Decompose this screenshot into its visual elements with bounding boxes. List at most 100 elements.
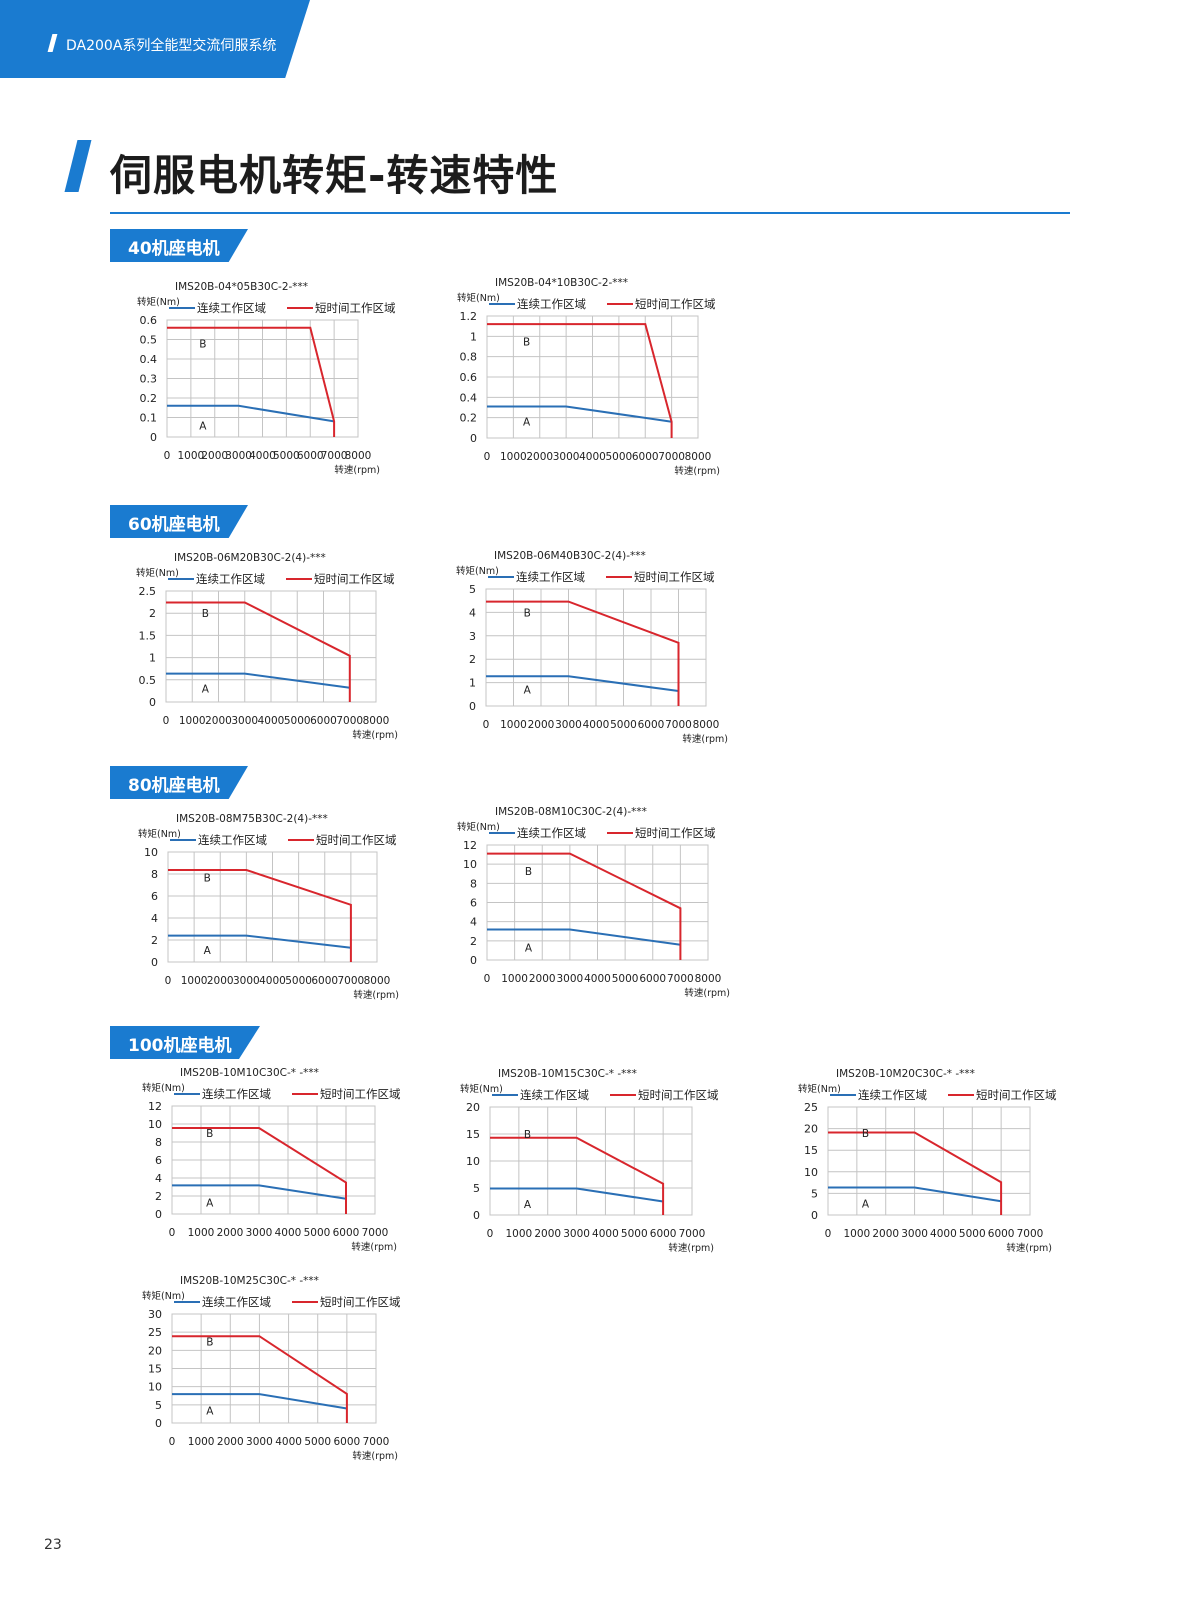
region-label: B (524, 607, 531, 619)
series-line-continuous (172, 1184, 347, 1200)
y-tick-label: 1.2 (460, 310, 478, 323)
x-tick-label: 1000 (188, 1436, 215, 1448)
y-tick-label: 0 (155, 1417, 162, 1430)
y-axis-label: 转矩(Nm) (798, 1083, 841, 1095)
series-line-short-time (168, 869, 352, 962)
y-axis-label: 转矩(Nm) (142, 1290, 185, 1302)
x-tick-label: 0 (163, 715, 170, 727)
x-tick-label: 5000 (610, 719, 637, 731)
x-tick-label: 2000 (872, 1228, 899, 1240)
x-tick-label: 1000 (843, 1228, 870, 1240)
chart-title: IMS20B-08M10C30C-2(4)-*** (495, 806, 647, 818)
x-tick-label: 5000 (285, 975, 312, 987)
series-line-continuous (487, 405, 672, 423)
y-tick-label: 12 (463, 839, 477, 852)
series-line-short-time (487, 323, 673, 438)
x-tick-label: 1000 (501, 973, 528, 985)
chart-title: IMS20B-10M25C30C-* -*** (180, 1275, 319, 1287)
y-axis-label: 转矩(Nm) (457, 292, 500, 304)
y-tick-label: 0.3 (140, 373, 158, 386)
y-tick-label: 15 (466, 1128, 480, 1141)
y-tick-label: 5 (155, 1399, 162, 1412)
x-tick-label: 5000 (612, 973, 639, 985)
x-tick-label: 3000 (246, 1436, 273, 1448)
section-label: 100机座电机 (128, 1036, 232, 1056)
x-tick-label: 5000 (304, 1436, 331, 1448)
series-line-continuous (172, 1393, 348, 1410)
x-tick-label: 5000 (959, 1228, 986, 1240)
y-tick-label: 0 (470, 432, 477, 445)
y-tick-label: 20 (466, 1101, 480, 1114)
x-tick-label: 0 (169, 1227, 176, 1239)
x-tick-label: 7000 (338, 975, 365, 987)
y-tick-label: 4 (151, 912, 158, 925)
series-line-continuous (490, 1187, 664, 1203)
x-tick-label: 5000 (606, 451, 633, 463)
x-tick-label: 1000 (505, 1228, 532, 1240)
x-tick-label: 4000 (592, 1228, 619, 1240)
chart-title: IMS20B-10M10C30C-* -*** (180, 1067, 319, 1079)
chart-title: IMS20B-04*05B30C-2-*** (175, 281, 308, 293)
x-tick-label: 4000 (275, 1436, 302, 1448)
series-line-short-time (172, 1335, 348, 1423)
x-tick-label: 2000 (201, 450, 228, 462)
x-axis-label: 转速(rpm) (352, 729, 398, 741)
region-label: B (204, 872, 211, 884)
legend-label-continuous: 连续工作区域 (197, 301, 266, 315)
section-label: 40机座电机 (128, 239, 220, 259)
region-label: B (199, 338, 206, 350)
y-tick-label: 25 (148, 1326, 162, 1339)
y-tick-label: 0.4 (140, 353, 158, 366)
x-tick-label: 1000 (500, 451, 527, 463)
y-tick-label: 4 (470, 916, 477, 929)
section-label: 60机座电机 (128, 515, 220, 535)
y-tick-label: 2 (149, 607, 156, 620)
x-tick-label: 4000 (930, 1228, 957, 1240)
x-tick-label: 7000 (667, 973, 694, 985)
y-tick-label: 10 (148, 1381, 162, 1394)
legend-label-short-time: 短时间工作区域 (638, 1088, 719, 1102)
series-line-short-time (828, 1131, 1003, 1215)
y-tick-label: 0.6 (460, 371, 478, 384)
x-tick-label: 6000 (297, 450, 324, 462)
legend-label-continuous: 连续工作区域 (202, 1087, 271, 1101)
region-label: B (202, 608, 209, 620)
legend-label-continuous: 连续工作区域 (520, 1088, 589, 1102)
x-tick-label: 4000 (584, 973, 611, 985)
x-axis-label: 转速(rpm) (674, 465, 720, 477)
x-tick-label: 7000 (665, 719, 692, 731)
chart-title: IMS20B-04*10B30C-2-*** (495, 277, 628, 289)
x-tick-label: 0 (169, 1436, 176, 1448)
x-tick-label: 6000 (638, 719, 665, 731)
x-tick-label: 8000 (685, 451, 712, 463)
chart-title: IMS20B-10M15C30C-* -*** (498, 1068, 637, 1080)
x-axis-label: 转速(rpm) (1006, 1242, 1052, 1254)
legend-label-continuous: 连续工作区域 (858, 1088, 927, 1102)
chart-title: IMS20B-06M40B30C-2(4)-*** (494, 550, 646, 562)
y-tick-label: 2 (470, 935, 477, 948)
region-label: A (523, 417, 531, 429)
legend-label-continuous: 连续工作区域 (516, 570, 585, 584)
legend-label-short-time: 短时间工作区域 (635, 297, 716, 311)
y-axis-label: 转矩(Nm) (138, 828, 181, 840)
y-axis-label: 转矩(Nm) (460, 1083, 503, 1095)
chart-title: IMS20B-08M75B30C-2(4)-*** (176, 813, 328, 825)
x-tick-label: 6000 (310, 715, 337, 727)
chart-title: IMS20B-10M20C30C-* -*** (836, 1068, 975, 1080)
x-axis-label: 转速(rpm) (334, 464, 380, 476)
y-tick-label: 3 (469, 630, 476, 643)
y-axis-label: 转矩(Nm) (137, 296, 180, 308)
y-tick-label: 2.5 (139, 585, 157, 598)
y-tick-label: 8 (155, 1136, 162, 1149)
x-tick-label: 7000 (362, 1227, 389, 1239)
y-tick-label: 6 (151, 890, 158, 903)
x-axis-label: 转速(rpm) (351, 1241, 397, 1253)
y-tick-label: 1 (469, 677, 476, 690)
series-line-short-time (486, 600, 680, 706)
series-line-short-time (167, 326, 336, 437)
x-tick-label: 7000 (679, 1228, 706, 1240)
legend-label-short-time: 短时间工作区域 (320, 1295, 401, 1309)
region-label: A (206, 1405, 214, 1417)
